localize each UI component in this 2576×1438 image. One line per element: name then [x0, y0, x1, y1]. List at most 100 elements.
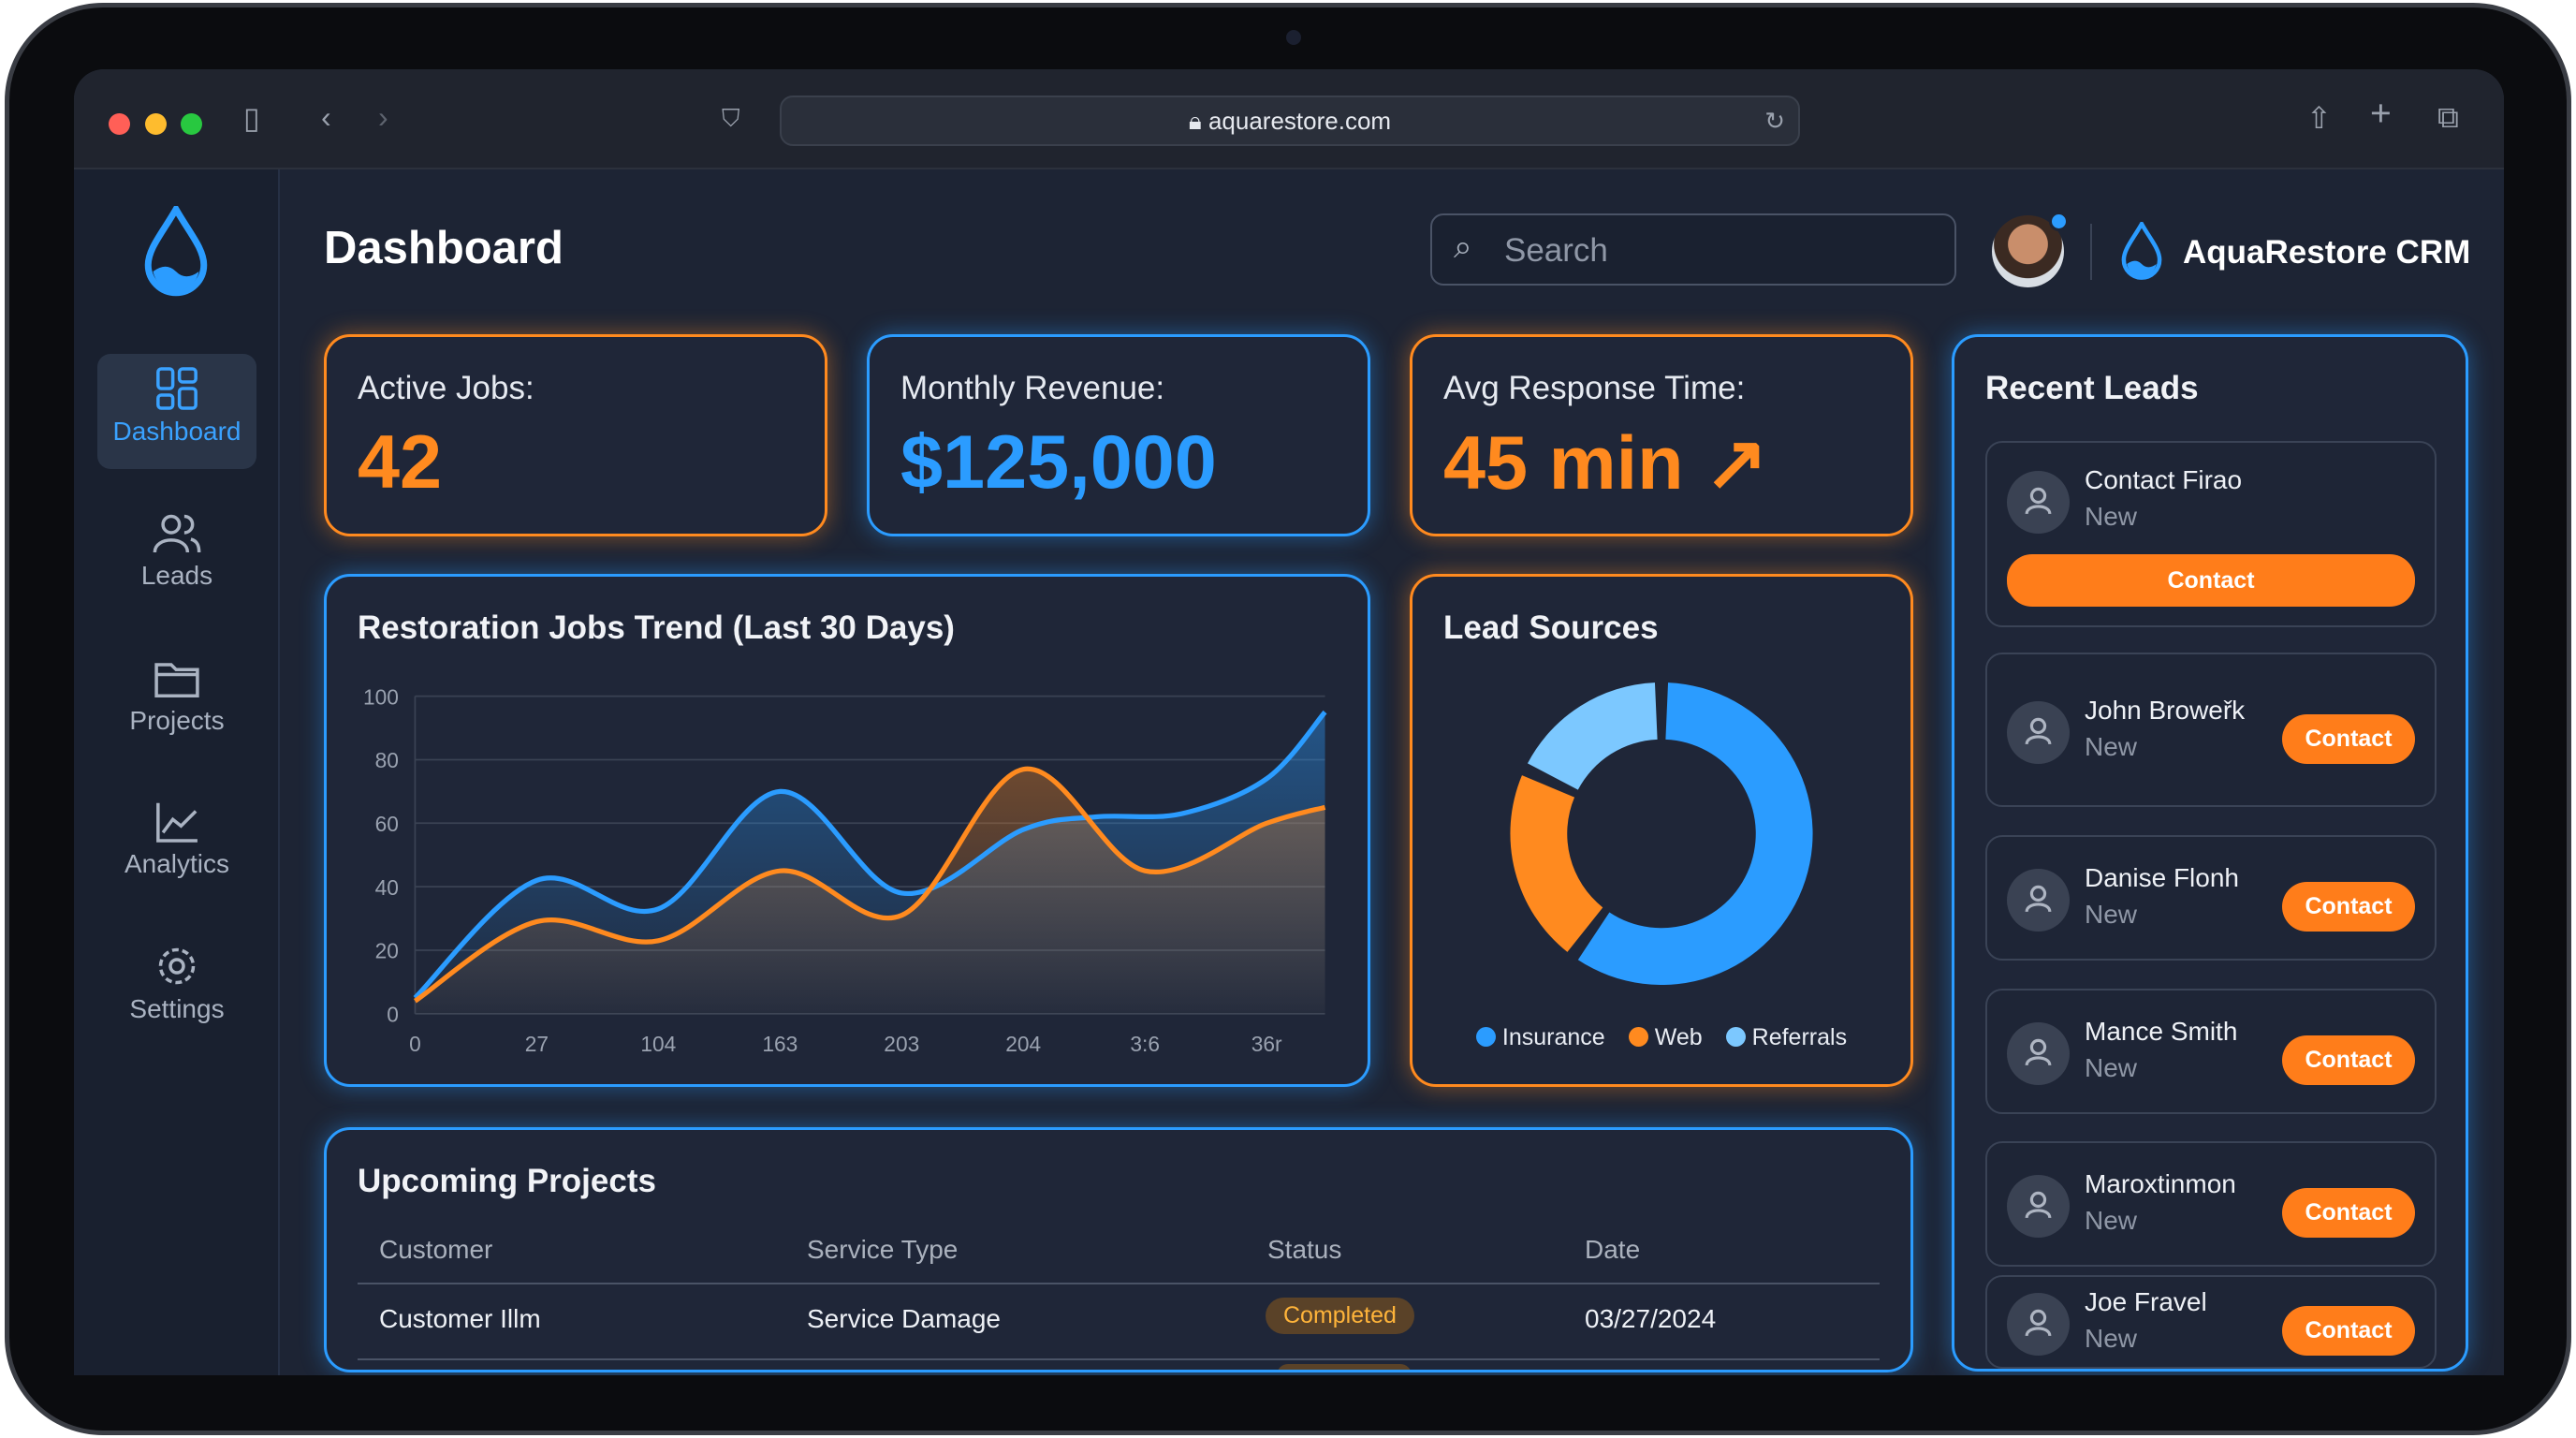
- contact-button[interactable]: Contact: [2282, 713, 2415, 764]
- back-icon[interactable]: ‹: [321, 100, 331, 134]
- sidebar: Dashboard Leads Projects Analytics Setti…: [74, 169, 280, 1375]
- contact-button[interactable]: Contact: [2282, 1035, 2415, 1085]
- sidebar-item-leads[interactable]: Leads: [97, 498, 256, 613]
- gear-icon: [158, 947, 196, 985]
- lead-card: Contact Firao New Contact: [1985, 441, 2437, 627]
- y-tick-label: 0: [387, 1003, 399, 1027]
- maximize-window-button[interactable]: [181, 113, 202, 135]
- column-header[interactable]: Date: [1585, 1235, 1641, 1264]
- divider: [358, 1358, 1880, 1360]
- slice-web[interactable]: [1510, 775, 1603, 952]
- minimize-window-button[interactable]: [145, 113, 167, 135]
- sidebar-item-label: Analytics: [124, 849, 230, 878]
- lead-status: New: [2085, 900, 2138, 929]
- sidebar-item-label: Dashboard: [112, 417, 242, 446]
- forward-icon[interactable]: ›: [378, 100, 388, 134]
- contact-button[interactable]: Contact: [2007, 554, 2415, 607]
- y-tick-label: 20: [375, 939, 399, 963]
- lead-card: John Broweřk New Contact: [1985, 653, 2437, 807]
- legend-referrals: Referrals: [1725, 1024, 1847, 1051]
- search-placeholder: Search: [1504, 232, 1608, 269]
- address-bar[interactable]: 🔒︎ aquarestore.com ↻: [780, 95, 1800, 146]
- url-text: aquarestore.com: [1208, 107, 1392, 135]
- camera: [1286, 30, 1301, 45]
- cell-date: 03/27/2024: [1585, 1304, 1717, 1333]
- logo-drop-icon: [144, 206, 208, 297]
- contact-button[interactable]: Contact: [2282, 882, 2415, 932]
- sidebar-item-analytics[interactable]: Analytics: [97, 786, 256, 902]
- y-tick-label: 40: [375, 875, 399, 900]
- lead-sources-donut: [1510, 682, 1813, 986]
- lead-name: John Broweřk: [2085, 695, 2246, 725]
- close-window-button[interactable]: [109, 113, 130, 135]
- x-tick-label: 163: [762, 1032, 798, 1056]
- y-tick-label: 60: [375, 812, 399, 836]
- y-tick-label: 100: [363, 684, 399, 709]
- lead-name: Mance Smith: [2085, 1017, 2238, 1046]
- kpi-label: Active Jobs:: [358, 370, 534, 406]
- search-input[interactable]: ⌕ Search: [1430, 213, 1956, 286]
- legend: Insurance Web Referrals: [1412, 1024, 1910, 1051]
- avatar[interactable]: [1992, 212, 2069, 287]
- x-tick-label: 104: [640, 1032, 676, 1056]
- users-icon: [153, 514, 201, 553]
- notification-dot: [2049, 212, 2069, 231]
- lead-name: Danise Flonh: [2085, 863, 2239, 892]
- column-header[interactable]: Customer: [379, 1235, 493, 1264]
- lead-status: New: [2085, 1053, 2138, 1082]
- status-badge: Completed: [1266, 1298, 1414, 1334]
- column-header[interactable]: Service Type: [807, 1235, 959, 1264]
- x-tick-label: 204: [1005, 1032, 1041, 1056]
- sidebar-toggle-icon[interactable]: ▯: [243, 101, 260, 135]
- sidebar-item-dashboard[interactable]: Dashboard: [97, 354, 256, 469]
- user-avatar-icon: [2007, 471, 2070, 534]
- x-tick-label: 27: [525, 1032, 549, 1056]
- lead-name: Joe Fravel: [2085, 1287, 2207, 1316]
- cell-customer: Customer Illm: [379, 1304, 541, 1333]
- lead-status: New: [2085, 502, 2138, 531]
- slice-referrals[interactable]: [1527, 682, 1658, 790]
- trend-chart: 0 20 40 60 80 100 0 27 104 163 203 204 3:6 36r: [363, 684, 1327, 1056]
- share-icon[interactable]: ⇧: [2306, 101, 2332, 135]
- brand-name: AquaRestore CRM: [2183, 234, 2471, 271]
- user-avatar-icon: [2007, 1022, 2070, 1085]
- orange-series-line: [413, 766, 1326, 1004]
- kpi-value: 45 min ↗: [1443, 421, 1768, 506]
- legend-web: Web: [1628, 1024, 1703, 1051]
- divider: [2090, 224, 2092, 280]
- cell-service: Service Damage: [807, 1304, 1001, 1333]
- sidebar-item-projects[interactable]: Projects: [97, 643, 256, 758]
- tabs-overview-icon[interactable]: ⧉: [2437, 100, 2459, 134]
- sidebar-item-settings[interactable]: Settings: [97, 932, 256, 1047]
- lead-card: Joe Fravel New Contact: [1985, 1275, 2437, 1369]
- lead-status: New: [2085, 1206, 2138, 1235]
- folder-icon: [154, 663, 199, 698]
- lead-sources-card: Lead Sources Insurance Web Referrals: [1410, 574, 1913, 1087]
- recent-leads-card: Recent Leads Contact Firao New Contact J…: [1952, 334, 2468, 1372]
- x-tick-label: 3:6: [1130, 1032, 1160, 1056]
- x-tick-label: 203: [884, 1032, 919, 1056]
- orange-series-area: [415, 769, 1325, 1014]
- column-header[interactable]: Status: [1267, 1235, 1342, 1264]
- brand-drop-icon: [2121, 222, 2162, 280]
- lead-name: Maroxtinmon: [2085, 1169, 2236, 1198]
- slice-insurance[interactable]: [1577, 682, 1813, 986]
- sidebar-item-label: Projects: [129, 706, 225, 735]
- shield-icon[interactable]: ⛉: [722, 104, 740, 132]
- contact-button[interactable]: Contact: [2282, 1188, 2415, 1238]
- chart-title: Restoration Jobs Trend (Last 30 Days): [358, 609, 955, 646]
- kpi-value: $125,000: [900, 420, 1217, 505]
- user-avatar-icon: [2007, 1175, 2070, 1238]
- new-tab-icon[interactable]: +: [2370, 94, 2392, 134]
- reload-icon[interactable]: ↻: [1764, 107, 1785, 135]
- upcoming-projects-card: Upcoming Projects Customer Service Type …: [324, 1127, 1913, 1372]
- contact-button[interactable]: Contact: [2282, 1306, 2415, 1356]
- divider: [358, 1283, 1880, 1284]
- kpi-label: Avg Response Time:: [1443, 370, 1746, 406]
- kpi-label: Monthly Revenue:: [900, 370, 1165, 406]
- main-content: Dashboard ⌕ Search AquaRestore CRM Activ…: [281, 169, 2504, 1375]
- lead-status: New: [2085, 1324, 2138, 1353]
- lead-card: Maroxtinmon New Contact: [1985, 1141, 2437, 1267]
- x-tick-label: 36r: [1251, 1032, 1282, 1056]
- kpi-active-jobs: Active Jobs: 42: [324, 334, 827, 536]
